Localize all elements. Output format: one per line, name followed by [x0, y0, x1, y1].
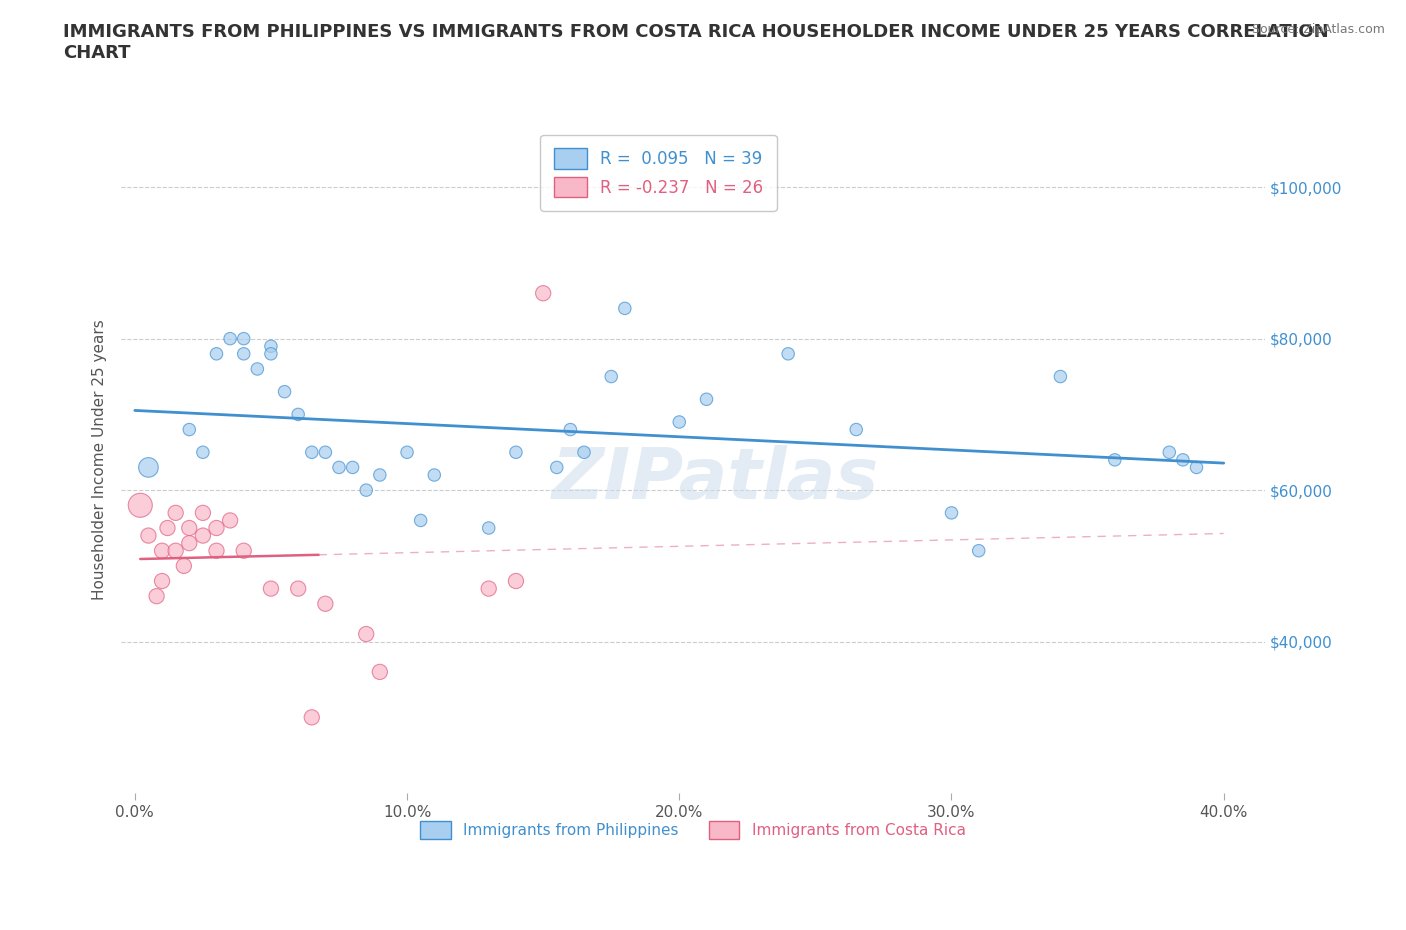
Point: [572, 445, 595, 459]
Point: [409, 513, 432, 528]
Point: [205, 543, 228, 558]
Point: [165, 505, 187, 520]
Point: [1049, 369, 1071, 384]
Point: [156, 521, 179, 536]
Point: [546, 460, 568, 475]
Point: [342, 460, 364, 475]
Point: [531, 286, 554, 300]
Point: [219, 513, 242, 528]
Y-axis label: Householder Income Under 25 years: Householder Income Under 25 years: [93, 320, 107, 600]
Point: [505, 574, 527, 589]
Point: [232, 331, 254, 346]
Point: [232, 543, 254, 558]
Point: [505, 445, 527, 459]
Point: [165, 543, 187, 558]
Point: [1159, 445, 1181, 459]
Point: [191, 445, 214, 459]
Point: [967, 543, 990, 558]
Text: IMMIGRANTS FROM PHILIPPINES VS IMMIGRANTS FROM COSTA RICA HOUSEHOLDER INCOME UND: IMMIGRANTS FROM PHILIPPINES VS IMMIGRANT…: [63, 23, 1329, 62]
Point: [1185, 460, 1208, 475]
Point: [354, 483, 377, 498]
Point: [1104, 452, 1126, 467]
Point: [478, 521, 501, 536]
Point: [179, 422, 201, 437]
Point: [478, 581, 501, 596]
Point: [668, 415, 690, 430]
Point: [314, 445, 336, 459]
Point: [150, 543, 173, 558]
Point: [260, 581, 283, 596]
Point: [205, 346, 228, 361]
Point: [260, 339, 283, 353]
Point: [129, 498, 152, 512]
Point: [778, 346, 800, 361]
Text: ZIPatlas: ZIPatlas: [553, 445, 879, 514]
Point: [560, 422, 582, 437]
Point: [191, 505, 214, 520]
Point: [173, 558, 195, 573]
Point: [423, 468, 446, 483]
Point: [845, 422, 868, 437]
Point: [260, 346, 283, 361]
Point: [287, 407, 309, 422]
Point: [314, 596, 336, 611]
Point: [232, 346, 254, 361]
Point: [191, 528, 214, 543]
Point: [368, 468, 391, 483]
Point: [600, 369, 623, 384]
Point: [179, 536, 201, 551]
Point: [354, 627, 377, 642]
Point: [246, 362, 269, 377]
Point: [205, 521, 228, 536]
Text: Source: ZipAtlas.com: Source: ZipAtlas.com: [1251, 23, 1385, 36]
Point: [150, 574, 173, 589]
Point: [368, 664, 391, 679]
Point: [273, 384, 295, 399]
Point: [396, 445, 419, 459]
Point: [328, 460, 350, 475]
Point: [941, 505, 963, 520]
Point: [219, 331, 242, 346]
Legend: Immigrants from Philippines, Immigrants from Costa Rica: Immigrants from Philippines, Immigrants …: [413, 815, 972, 845]
Point: [145, 589, 167, 604]
Point: [138, 528, 160, 543]
Point: [287, 581, 309, 596]
Point: [613, 301, 636, 316]
Point: [1171, 452, 1194, 467]
Point: [301, 710, 323, 724]
Point: [301, 445, 323, 459]
Point: [179, 521, 201, 536]
Point: [695, 392, 717, 406]
Point: [138, 460, 160, 475]
